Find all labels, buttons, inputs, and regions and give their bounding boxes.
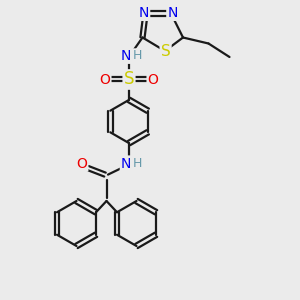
Text: S: S bbox=[124, 70, 134, 88]
Text: O: O bbox=[148, 73, 158, 86]
Text: H: H bbox=[133, 49, 142, 62]
Text: S: S bbox=[161, 44, 170, 59]
Text: O: O bbox=[100, 73, 110, 86]
Text: N: N bbox=[121, 157, 131, 170]
Text: O: O bbox=[76, 157, 87, 170]
Text: N: N bbox=[121, 49, 131, 63]
Text: H: H bbox=[133, 157, 142, 170]
Text: N: N bbox=[139, 6, 149, 20]
Text: N: N bbox=[167, 6, 178, 20]
